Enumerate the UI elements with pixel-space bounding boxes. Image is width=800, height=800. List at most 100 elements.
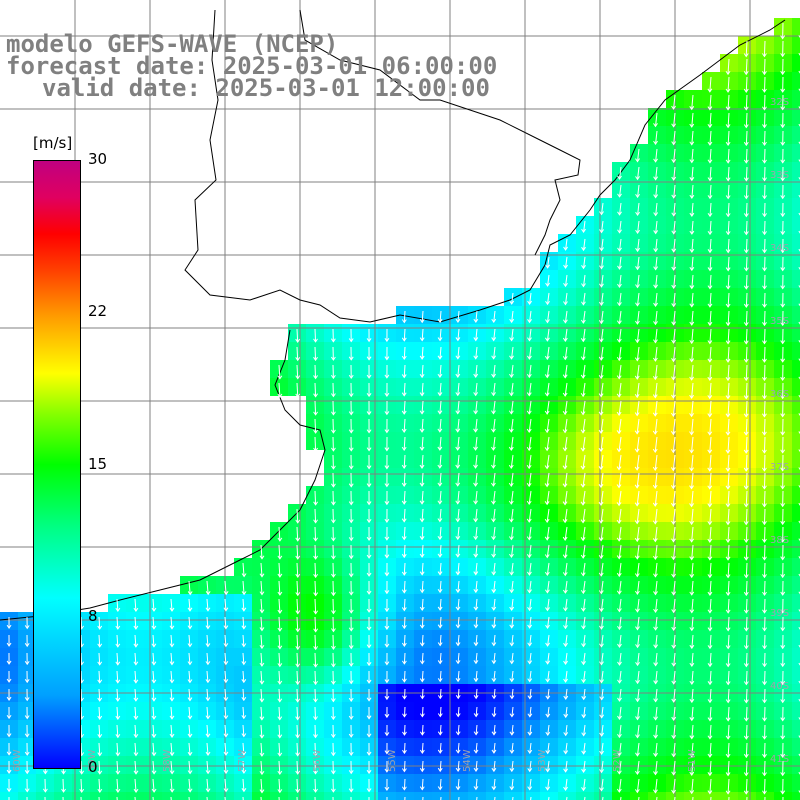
wind-arrow [709,220,712,235]
wind-arrow [242,778,245,792]
wind-arrow [403,634,406,647]
wind-arrow [403,508,406,522]
wind-arrow-head [295,734,301,739]
wind-cell [576,540,594,558]
wind-cell [594,558,612,576]
wind-arrow [511,634,514,646]
wind-arrow [727,166,730,181]
wind-arrow [242,688,245,701]
wind-arrow-head [384,786,390,792]
wind-arrow-head [490,446,496,451]
wind-arrow [475,670,478,682]
wind-arrow [763,508,766,525]
wind-arrow-head [24,642,30,648]
wind-arrow [691,742,694,757]
wind-arrow [763,562,766,578]
wind-arrow-head [635,698,640,703]
wind-arrow-head [295,555,301,560]
wind-arrow-head [526,410,532,415]
wind-arrow [727,418,730,435]
wind-arrow-head [689,662,695,668]
wind-arrow-head [580,392,586,398]
wind-arrow [529,292,532,305]
wind-arrow [565,634,568,647]
wind-arrow [547,274,550,287]
wind-cell [612,756,630,774]
wind-arrow [727,490,730,507]
wind-arrow [510,382,514,396]
wind-arrow [620,796,622,800]
wind-arrow-head [544,374,550,379]
wind-arrow-head [527,731,533,736]
wind-arrow [654,346,658,362]
wind-arrow-head [707,195,713,200]
wind-arrow [224,670,227,683]
wind-arrow [655,742,658,757]
wind-arrow-head [599,229,604,234]
wind-arrow-head [743,485,749,490]
wind-cell [522,504,540,522]
wind-arrow-head [580,537,586,542]
wind-arrow-head [652,502,658,507]
wind-cell [504,468,522,486]
wind-arrow-head [115,752,121,757]
wind-cell [90,792,108,800]
wind-arrow [403,418,406,433]
wind-arrow-head [616,502,622,507]
wind-arrow-head [562,337,568,342]
wind-arrow-head [348,609,354,614]
wind-arrow [691,184,694,199]
wind-arrow [457,382,460,396]
wind-arrow [601,238,604,251]
wind-arrow [296,760,299,774]
wind-cell [558,432,576,450]
model-title: modelo GEFS-WAVE (NCEP) [6,30,339,58]
wind-arrow [600,526,604,541]
wind-arrow-head [598,447,604,453]
wind-arrow-head [151,770,157,775]
wind-arrow-head [348,465,354,470]
wind-arrow [510,418,514,432]
wind-arrow-head [545,786,551,791]
wind-arrow-head [653,752,658,758]
wind-arrow [565,274,568,287]
wind-arrow [421,526,424,540]
wind-arrow-head [455,535,461,541]
wind-arrow [745,112,748,128]
wind-arrow-head [616,320,622,325]
wind-arrow [188,706,191,719]
wind-arrow-head [617,679,622,684]
wind-cell [576,342,594,360]
wind-cell [792,486,800,504]
wind-arrow [727,382,730,399]
wind-cell [558,450,576,468]
wind-arrow [691,220,694,235]
wind-arrow [528,490,532,505]
wind-arrow [403,472,406,487]
wind-arrow-head [259,680,265,685]
wind-arrow [727,598,730,613]
wind-arrow-head [419,624,425,629]
wind-arrow-head [707,645,713,650]
wind-arrow-head [689,194,695,200]
wind-arrow [745,94,748,110]
wind-arrow [314,616,317,632]
wind-arrow [709,670,712,685]
wind-arrow [260,670,263,684]
wind-cell [594,594,612,612]
wind-arrow-head [725,303,731,308]
wind-arrow [421,310,424,323]
wind-arrow [188,616,191,629]
wind-arrow [296,724,299,738]
wind-arrow [421,670,424,682]
wind-arrow [511,562,514,575]
wind-arrow-head [780,503,786,508]
wind-arrow [529,778,532,790]
wind-arrow [314,742,317,756]
wind-arrow-head [6,733,12,738]
wind-arrow [655,724,658,739]
wind-arrow [170,760,173,774]
wind-arrow-head [384,356,390,361]
wind-arrow-head [725,195,731,200]
wind-cell [594,486,612,504]
